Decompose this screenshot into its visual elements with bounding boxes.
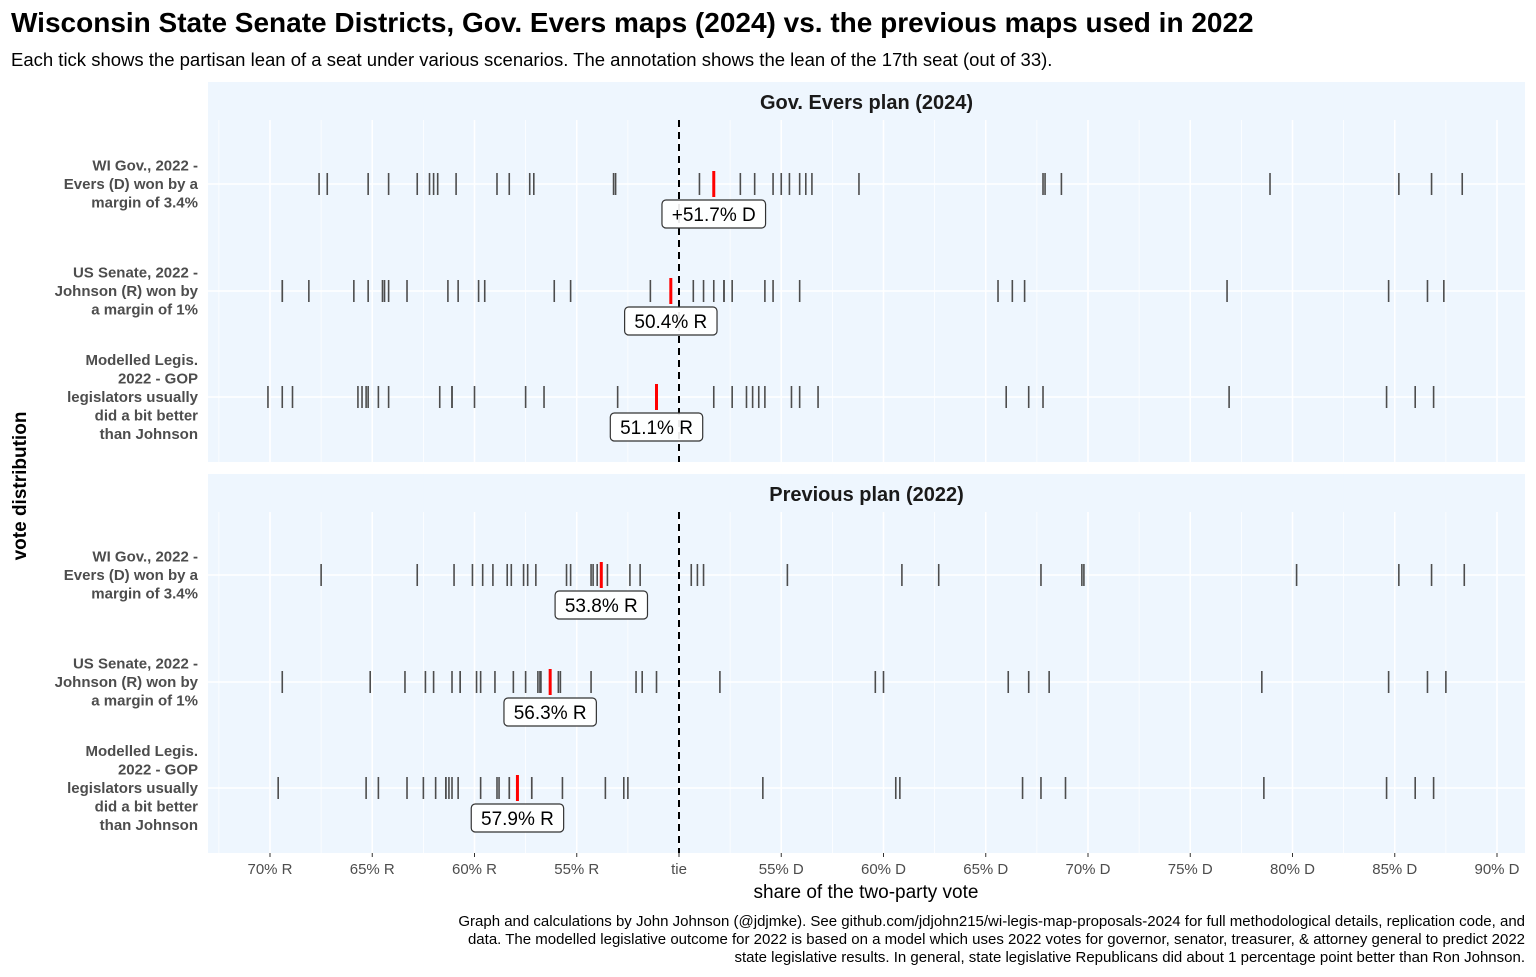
panel-strip	[208, 474, 1525, 512]
row-label: a margin of 1%	[91, 693, 198, 710]
row-label: than Johnson	[100, 426, 198, 443]
row-label: Johnson (R) won by	[55, 674, 199, 691]
x-tick-label: 60% R	[452, 861, 497, 878]
row-label: a margin of 1%	[91, 302, 198, 319]
panel-title: Previous plan (2022)	[769, 484, 964, 506]
row-label: legislators usually	[67, 389, 199, 406]
row-label: did a bit better	[95, 799, 199, 816]
x-tick-label: tie	[671, 861, 687, 878]
annotation-box	[624, 306, 718, 336]
row-label: margin of 3.4%	[91, 586, 198, 603]
row-label: US Senate, 2022 -	[73, 265, 198, 282]
caption-line: Graph and calculations by John Johnson (…	[458, 913, 1525, 930]
x-tick-label: 80% D	[1270, 861, 1315, 878]
seat-17-annotation: 57.9% R	[481, 809, 554, 830]
row-label: WI Gov., 2022 -	[92, 549, 198, 566]
annotation-box	[470, 803, 565, 833]
x-tick-label: 70% D	[1065, 861, 1110, 878]
panel-strip	[208, 82, 1525, 120]
row-label: Modelled Legis.	[85, 743, 198, 760]
row-label: legislators usually	[67, 780, 199, 797]
x-tick-label: 55% R	[554, 861, 599, 878]
x-tick-label: 85% D	[1372, 861, 1417, 878]
row-label: WI Gov., 2022 -	[92, 158, 198, 175]
row-label: margin of 3.4%	[91, 195, 198, 212]
x-tick-label: 60% D	[861, 861, 906, 878]
row-label: than Johnson	[100, 817, 198, 834]
caption-line: data. The modelled legislative outcome f…	[468, 931, 1525, 948]
annotation-box	[609, 412, 704, 442]
annotation-box	[661, 199, 767, 229]
x-tick-label: 75% D	[1168, 861, 1213, 878]
seat-17-annotation: 51.1% R	[620, 418, 693, 439]
x-tick-label: 65% R	[350, 861, 395, 878]
annotation-box	[503, 697, 597, 727]
caption-line: state legislative results. In general, s…	[735, 949, 1526, 966]
x-tick-label: 55% D	[759, 861, 804, 878]
seat-17-annotation: +51.7% D	[672, 205, 756, 226]
chart-subtitle: Each tick shows the partisan lean of a s…	[11, 49, 1052, 70]
row-label: Evers (D) won by a	[64, 176, 199, 193]
seat-17-annotation: 50.4% R	[634, 312, 707, 333]
row-label: US Senate, 2022 -	[73, 656, 198, 673]
caption: Graph and calculations by John Johnson (…	[458, 913, 1525, 966]
x-axis-title: share of the two-party vote	[754, 882, 979, 903]
row-label: did a bit better	[95, 408, 199, 425]
y-axis-title: vote distribution	[10, 412, 31, 561]
row-label: Modelled Legis.	[85, 352, 198, 369]
chart-title: Wisconsin State Senate Districts, Gov. E…	[11, 7, 1254, 38]
row-label: Evers (D) won by a	[64, 567, 199, 584]
row-label: 2022 - GOP	[118, 762, 198, 779]
seat-17-annotation: 53.8% R	[565, 596, 638, 617]
annotation-box	[554, 590, 649, 620]
seat-17-annotation: 56.3% R	[514, 703, 587, 724]
plot-area: Gov. Evers plan (2024)WI Gov., 2022 -Eve…	[55, 82, 1525, 878]
x-tick-label: 70% R	[247, 861, 292, 878]
row-label: Johnson (R) won by	[55, 283, 199, 300]
x-tick-label: 65% D	[963, 861, 1008, 878]
x-tick-label: 90% D	[1474, 861, 1519, 878]
row-label: 2022 - GOP	[118, 371, 198, 388]
panel-title: Gov. Evers plan (2024)	[760, 92, 973, 114]
